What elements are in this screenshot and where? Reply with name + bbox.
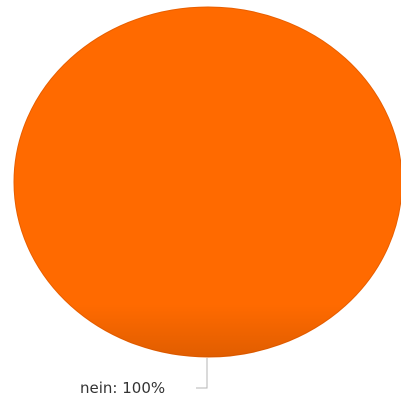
slice-label-leader-line xyxy=(196,358,208,389)
pie-slices xyxy=(13,6,401,358)
pie-labels: nein: 100% xyxy=(80,358,208,397)
slice-label-nein: nein: 100% xyxy=(80,379,165,397)
pie-slice-shading xyxy=(14,7,401,357)
